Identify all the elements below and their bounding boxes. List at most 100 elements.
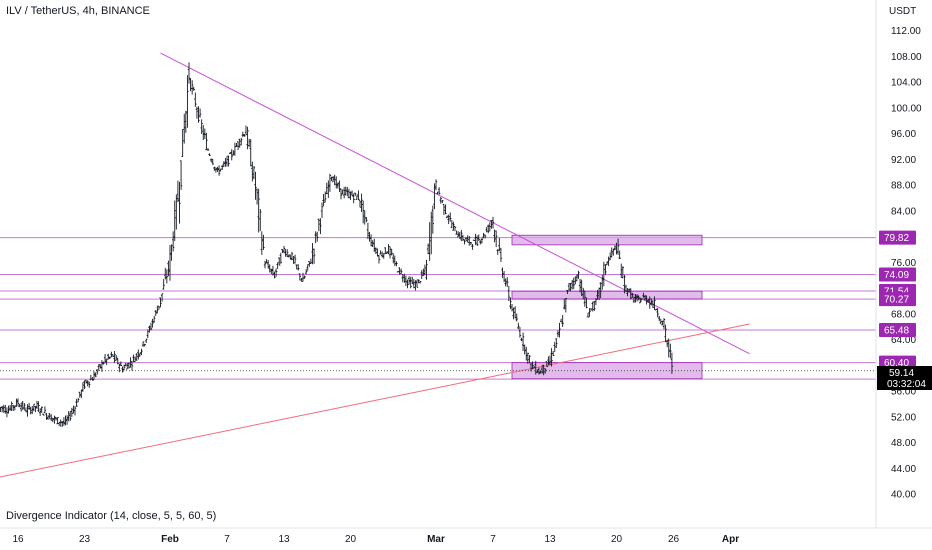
candle [513,306,517,319]
candle [395,261,398,267]
candle [518,327,522,338]
price-axis[interactable]: 112.00 108.00 104.00 100.00 96.00 92.00 88.00 8… [891,26,922,501]
candle [282,245,286,254]
candle [646,299,650,303]
candle [570,279,574,290]
candle [615,242,618,255]
candle [434,179,438,191]
candle [474,233,477,245]
candle [550,348,553,367]
time-axis[interactable]: 16 23 Feb 7 13 20 Mar 7 13 20 26 Apr [12,534,739,545]
candle [29,407,32,415]
candle [241,131,245,138]
candle [335,176,338,189]
candle [493,229,496,243]
level-tag: 65.48 [879,322,916,337]
candle [40,406,43,413]
candle [349,191,352,200]
level-tag-box [879,267,916,282]
candle [536,369,539,373]
candle [426,243,430,255]
candle [456,231,460,238]
candle [203,128,207,140]
candle [179,160,183,190]
candle [91,377,94,381]
candle [18,403,21,408]
candle [608,252,612,261]
candle [371,240,374,248]
candle [92,371,96,381]
candle [653,296,656,310]
candle [116,357,119,365]
candle [99,364,102,369]
candle [623,274,626,294]
candle [259,209,262,232]
candle [472,239,476,242]
candle [490,219,493,229]
candle [433,183,436,210]
candle [205,132,208,151]
candle [396,270,400,273]
candle [320,202,324,218]
candle [558,322,561,338]
candle [211,158,214,165]
price-tick-label: 88.00 [891,181,916,192]
level-tag-text: 79.82 [884,233,909,244]
candle [556,330,560,338]
candle [525,346,528,361]
candle [377,255,381,264]
price-tick-label: 108.00 [891,52,922,63]
candle [118,363,121,373]
candle [578,278,582,293]
candle [24,407,28,412]
candle [441,200,444,204]
indicator-label[interactable]: Divergence Indicator (14, close, 5, 5, 6… [6,510,216,522]
candle [26,404,29,417]
symbol-title[interactable]: ILV / TetherUS, 4h, BINANCE [6,5,150,17]
candle [255,188,259,205]
level-tag-text: 74.09 [884,270,909,281]
candle [167,260,170,277]
time-tick-label: Feb [161,534,179,545]
candle [347,188,351,199]
candle [84,379,88,384]
candle [504,278,507,287]
candle [409,276,412,289]
candle [95,369,99,375]
candle [403,273,406,283]
trendline-ascending [0,323,750,478]
candle [654,308,658,311]
candle [86,380,89,387]
candle [529,363,533,372]
candle [51,417,55,423]
candle [412,279,416,289]
candle [574,276,577,285]
candle [588,308,591,317]
candle [152,315,156,323]
candle [62,417,66,426]
candle [100,360,104,372]
candle [15,398,18,407]
candle [202,125,205,141]
candle [548,355,552,366]
candle [240,137,243,146]
candle [94,372,97,378]
candle [200,119,203,134]
time-tick-label: 23 [79,534,91,545]
candle [217,165,221,176]
candle [279,252,283,264]
candle [228,152,232,154]
candle [583,290,587,307]
candle [642,292,645,298]
time-tick-label: 16 [12,534,24,545]
candle [624,284,628,293]
candle [635,294,639,302]
time-tick-label: 7 [490,534,496,545]
candle [658,315,661,322]
candle [221,165,224,170]
candle [640,298,644,301]
candle [143,343,146,347]
candle [70,407,74,417]
candle [669,343,672,359]
